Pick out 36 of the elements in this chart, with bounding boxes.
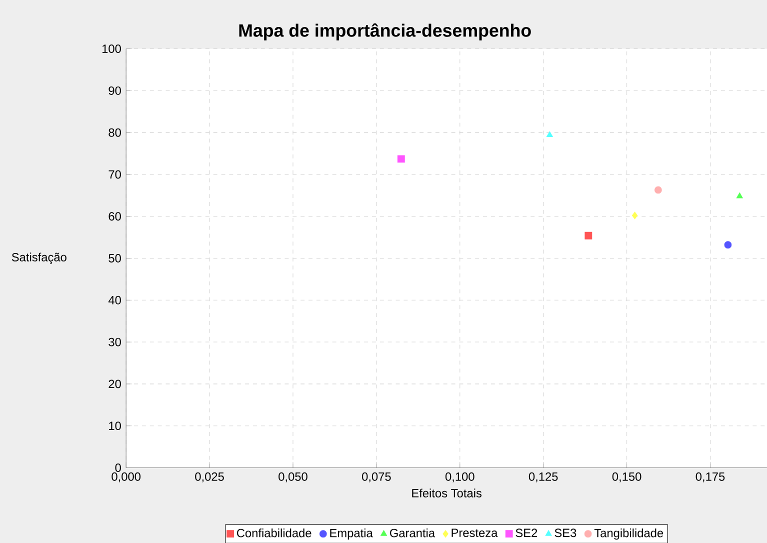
- x-axis-title: Efeitos Totais: [412, 488, 482, 498]
- x-tick-label: 0,175: [696, 472, 725, 482]
- y-tick-label: 60: [108, 212, 121, 220]
- legend-label: Tangibilidade: [594, 528, 664, 540]
- legend-label: Empatia: [330, 528, 373, 540]
- y-axis-title: Satisfação: [12, 252, 66, 264]
- x-tick-label: 0,100: [445, 472, 474, 482]
- x-tick-label: 0,075: [362, 472, 391, 482]
- x-tick-label: 0,000: [112, 472, 141, 482]
- y-tick-label: 100: [102, 44, 121, 53]
- x-tick-label: 0,050: [278, 472, 308, 482]
- legend-label: Garantia: [390, 528, 436, 538]
- legend-label: SE2: [516, 528, 538, 537]
- y-tick-label: 70: [108, 170, 121, 178]
- y-tick-label: 90: [108, 86, 121, 95]
- y-tick-label: 20: [108, 380, 121, 388]
- point: [654, 186, 662, 194]
- y-tick-label: 30: [108, 338, 121, 346]
- legend-label: Presteza: [452, 528, 498, 537]
- point: [724, 240, 732, 248]
- y-tick-label: 50: [108, 254, 121, 262]
- x-tick-label: 0,125: [528, 472, 558, 482]
- y-tick-label: 10: [109, 421, 121, 430]
- legend-label: Confiabilidade: [236, 528, 312, 538]
- point: [397, 155, 405, 162]
- x-tick-label: 0,025: [195, 472, 224, 482]
- chart-title: Mapa de importância-desempenho: [239, 23, 531, 40]
- x-tick-label: 0,150: [612, 472, 642, 482]
- point: [584, 232, 592, 240]
- point: [736, 192, 743, 198]
- legend-label: SE3: [554, 528, 576, 537]
- y-tick-label: 80: [108, 128, 121, 137]
- point: [546, 131, 553, 137]
- y-tick-label: 0: [115, 463, 121, 472]
- point: [632, 212, 638, 220]
- y-tick-label: 40: [108, 296, 121, 304]
